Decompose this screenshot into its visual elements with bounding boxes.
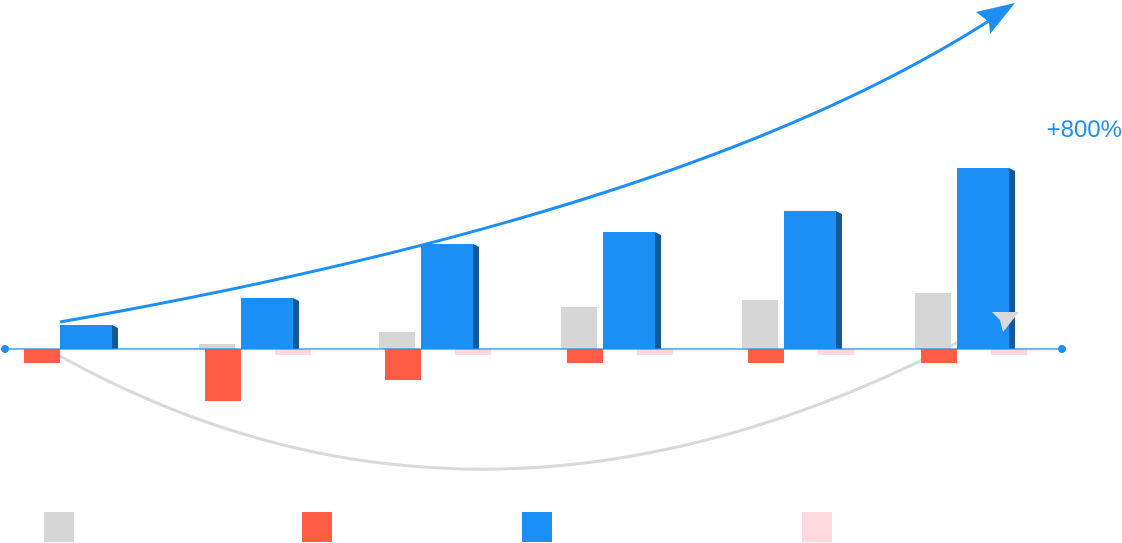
- arrowhead-blue: [976, 3, 1015, 34]
- growth-annotation: +800%: [1047, 116, 1122, 143]
- legend-swatch-2: [522, 512, 552, 542]
- arrowhead-grey: [992, 312, 1019, 332]
- bar-s2-c4: [784, 211, 842, 349]
- trend-curve-blue: [59, 13, 999, 324]
- trend-curves: [59, 13, 1004, 471]
- bar-s1-c3: [567, 349, 603, 363]
- bar-s1-c0: [24, 349, 60, 363]
- bar-s2-c1: [241, 298, 299, 349]
- bars-group: [24, 168, 1027, 401]
- bar-s0-c5: [915, 293, 951, 349]
- bar-s1-c5: [921, 349, 957, 363]
- bar-s3-c3: [637, 349, 673, 355]
- bar-s3-c1: [275, 349, 311, 355]
- trend-arrows: [976, 3, 1019, 332]
- trend-curve-grey: [59, 316, 1004, 471]
- bar-s3-c5: [991, 349, 1027, 355]
- bar-s3-c4: [818, 349, 854, 355]
- legend-swatch-3: [802, 512, 832, 542]
- bar-s1-c2: [385, 349, 421, 380]
- legend-swatch-0: [44, 512, 74, 542]
- bar-s2-c0: [60, 325, 118, 349]
- x-axis: [1, 345, 1066, 353]
- bar-s0-c4: [742, 300, 778, 349]
- axis-start-dot: [1, 345, 9, 353]
- bar-s0-c2: [379, 332, 415, 349]
- axis-end-dot: [1058, 345, 1066, 353]
- bar-s0-c1: [199, 344, 235, 349]
- legend-swatch-1: [302, 512, 332, 542]
- bar-s2-c3: [603, 232, 661, 349]
- bar-s3-c2: [455, 349, 491, 355]
- legend: [44, 512, 832, 542]
- bar-s1-c4: [748, 349, 784, 363]
- bar-s1-c1: [205, 349, 241, 401]
- bar-s0-c3: [561, 307, 597, 349]
- bar-s2-c2: [421, 244, 479, 349]
